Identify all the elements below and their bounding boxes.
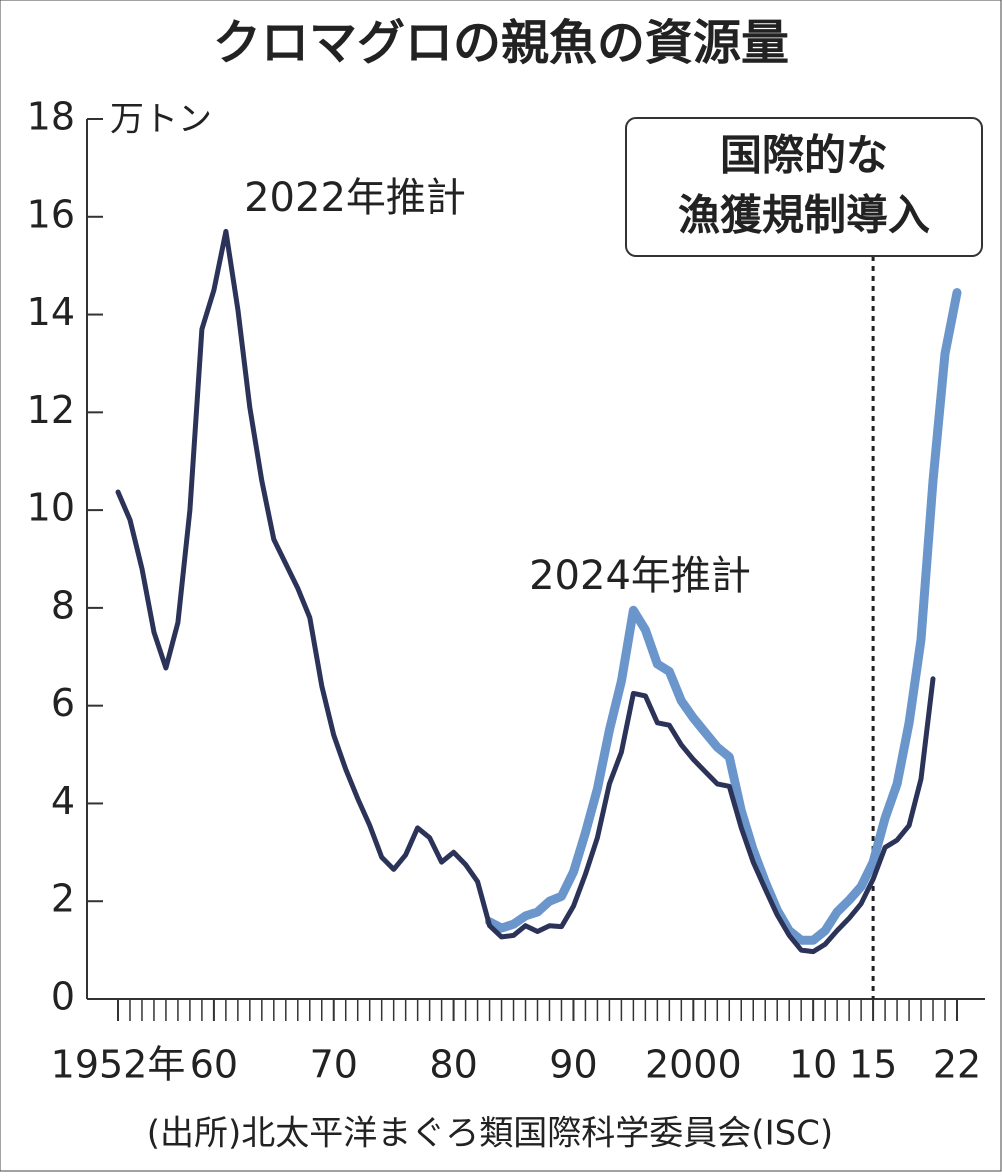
y-tick-label: 2: [51, 877, 75, 921]
x-tick-label: 22: [933, 1043, 981, 1087]
x-tick-label: 10: [789, 1043, 837, 1087]
y-tick-label: 18: [27, 95, 75, 139]
y-tick-label: 14: [27, 290, 75, 334]
y-tick-label: 6: [51, 681, 75, 725]
y-unit: 万トン: [110, 100, 212, 140]
x-tick-label: 80: [429, 1043, 477, 1087]
series-label: 2022年推計: [244, 175, 466, 221]
y-tick-label: 4: [51, 779, 75, 823]
annotation-box: [625, 117, 983, 257]
y-tick-label: 10: [27, 486, 75, 530]
x-tick-label: 2000: [645, 1043, 742, 1087]
y-tick-label: 16: [27, 192, 75, 236]
x-tick-label: 90: [549, 1043, 597, 1087]
annotation-text: 漁獲規制導入: [678, 191, 930, 240]
y-tick-label: 8: [51, 583, 75, 627]
series-line: [115, 228, 936, 955]
x-tick-label: 1952年: [51, 1043, 186, 1087]
chart-title: クロマグロの親魚の資源量: [213, 15, 789, 71]
y-tick-label: 0: [51, 975, 75, 1019]
x-tick-label: 70: [310, 1043, 358, 1087]
series-line: [485, 288, 962, 945]
y-tick-label: 12: [27, 388, 75, 432]
annotation-text: 国際的な: [720, 131, 888, 180]
series-label: 2024年推計: [529, 553, 751, 599]
x-tick-label: 15: [849, 1043, 897, 1087]
x-tick-label: 60: [190, 1043, 238, 1087]
source-note: (出所)北太平洋まぐろ類国際科学委員会(ISC): [147, 1114, 833, 1154]
